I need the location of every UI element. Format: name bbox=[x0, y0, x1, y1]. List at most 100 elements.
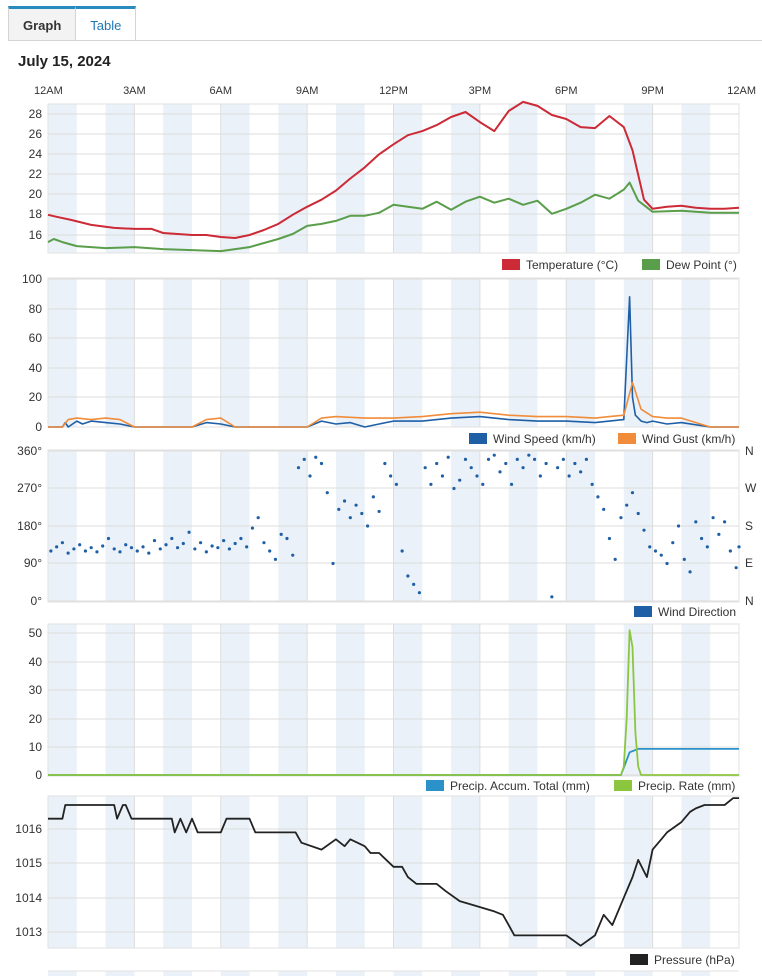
time-axis-label: 12PM bbox=[379, 85, 408, 97]
wind-direction-point bbox=[486, 457, 491, 461]
wind-direction-point bbox=[699, 536, 704, 541]
hour-band bbox=[105, 796, 135, 948]
y-tick-label: 0 bbox=[35, 420, 42, 434]
compass-label: N bbox=[745, 594, 754, 608]
hour-band bbox=[566, 971, 596, 976]
hour-band bbox=[508, 796, 538, 948]
wind-direction-point bbox=[694, 520, 698, 524]
wind-direction-point bbox=[515, 457, 519, 461]
wind-direction-point bbox=[463, 457, 468, 461]
y-tick-label: 18 bbox=[29, 207, 43, 221]
wind-direction-point bbox=[250, 526, 255, 530]
hour-band bbox=[335, 624, 365, 776]
wind-direction-point bbox=[95, 550, 99, 554]
hour-band bbox=[393, 104, 423, 253]
legend-label: Dew Point (°) bbox=[666, 258, 737, 272]
wind-direction-point bbox=[642, 528, 646, 532]
hour-band bbox=[335, 971, 365, 976]
y-tick-label: 24 bbox=[29, 147, 43, 161]
wind-direction-point bbox=[193, 547, 197, 551]
y-tick-label: 80 bbox=[29, 302, 43, 316]
wind-direction-point bbox=[567, 474, 571, 478]
wind-direction-point bbox=[360, 511, 364, 516]
time-axis-label: 12AM bbox=[727, 85, 756, 97]
tab-table[interactable]: Table bbox=[75, 6, 137, 40]
hour-band bbox=[105, 278, 135, 427]
wind-direction-point bbox=[319, 461, 324, 466]
wind-direction-point bbox=[135, 549, 139, 553]
y-tick-label: 26 bbox=[29, 127, 43, 141]
hour-band bbox=[163, 971, 192, 976]
legend-label: Wind Direction bbox=[658, 605, 736, 619]
wind-direction-point bbox=[175, 546, 180, 550]
wind-direction-point bbox=[406, 574, 410, 578]
tab-graph[interactable]: Graph bbox=[8, 6, 77, 40]
hour-band bbox=[681, 278, 711, 427]
wind-direction-point bbox=[498, 470, 502, 474]
hour-band bbox=[278, 796, 308, 948]
hour-band bbox=[623, 971, 653, 976]
wind-direction-point bbox=[365, 524, 370, 528]
compass-label: E bbox=[745, 556, 753, 570]
wind-direction-point bbox=[521, 466, 525, 470]
hour-band bbox=[393, 624, 423, 776]
plot-border bbox=[47, 449, 740, 603]
wind-direction-point bbox=[296, 466, 301, 470]
y-tick-label: 0° bbox=[31, 594, 43, 608]
y-tick-label: 16 bbox=[29, 228, 43, 242]
legend-label: Precip. Accum. Total (mm) bbox=[450, 779, 590, 793]
wind-direction-point bbox=[83, 549, 88, 553]
wind-direction-point bbox=[256, 516, 260, 520]
wind-direction-point bbox=[389, 474, 393, 478]
chart-panel-2: 100 80 60 40 20 0 Wind Speed (km/h) Wind Gust (… bbox=[22, 272, 740, 446]
hour-band bbox=[508, 624, 538, 776]
hour-band bbox=[681, 624, 711, 776]
y-tick-label: 20 bbox=[29, 390, 43, 404]
hour-band bbox=[451, 796, 480, 948]
hour-band bbox=[393, 971, 423, 976]
wind-direction-point bbox=[417, 591, 422, 595]
hour-band bbox=[681, 971, 711, 976]
wind-direction-point bbox=[78, 543, 82, 547]
time-axis-label: 3PM bbox=[469, 85, 492, 97]
wind-direction-point bbox=[342, 499, 347, 503]
wind-direction-point bbox=[676, 524, 681, 528]
hour-band bbox=[451, 971, 480, 976]
hour-band bbox=[566, 278, 596, 427]
chart-panel-5: 1016 1015 1014 1013 Pressure (hPa) bbox=[15, 795, 740, 967]
hour-band bbox=[278, 971, 308, 976]
wind-direction-point bbox=[118, 550, 122, 554]
wind-direction-point bbox=[158, 547, 162, 551]
wind-direction-point bbox=[596, 495, 600, 499]
wind-direction-point bbox=[452, 486, 456, 491]
compass-label: S bbox=[745, 519, 753, 533]
wind-direction-point bbox=[354, 503, 358, 507]
wind-speed-km-h-line bbox=[48, 295, 739, 428]
y-tick-label: 0 bbox=[35, 768, 42, 782]
y-tick-label: 100 bbox=[22, 272, 42, 286]
wind-direction-point bbox=[222, 538, 226, 543]
legend-swatch bbox=[469, 433, 487, 444]
wind-direction-point bbox=[348, 516, 352, 520]
y-tick-label: 270° bbox=[17, 481, 42, 495]
chart-panel-6-partial bbox=[48, 970, 739, 976]
wind-direction-point bbox=[440, 474, 445, 478]
temperature-c-line bbox=[47, 100, 740, 239]
wind-direction-point bbox=[532, 457, 537, 461]
time-axis-label: 9AM bbox=[296, 85, 319, 97]
wind-direction-point bbox=[325, 491, 329, 495]
hour-band bbox=[48, 278, 77, 427]
legend-label: Temperature (°C) bbox=[526, 258, 618, 272]
wind-direction-point bbox=[262, 541, 266, 545]
hour-band bbox=[508, 104, 538, 253]
wind-direction-point bbox=[504, 461, 508, 466]
legend-label: Wind Speed (km/h) bbox=[493, 432, 596, 446]
compass-label: W bbox=[745, 481, 757, 495]
wind-direction-point bbox=[412, 582, 416, 586]
wind-direction-point bbox=[711, 516, 715, 520]
tab-divider bbox=[8, 40, 762, 41]
wind-direction-point bbox=[625, 503, 629, 507]
hour-band bbox=[393, 278, 423, 427]
hour-band bbox=[48, 104, 77, 253]
wind-direction-point bbox=[106, 536, 111, 541]
